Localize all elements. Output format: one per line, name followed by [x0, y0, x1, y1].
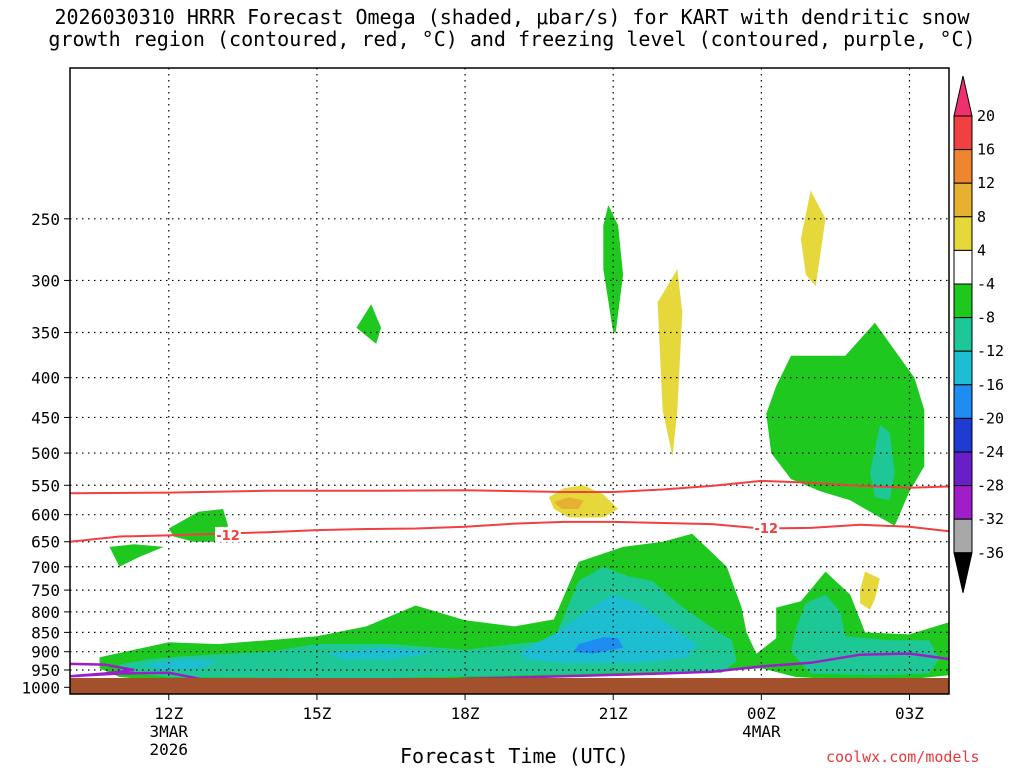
y-tick-label: 250 — [31, 210, 60, 229]
colorbar-swatch — [953, 182, 973, 218]
colorbar-swatch — [953, 350, 973, 386]
omega-region — [657, 269, 683, 457]
colorbar-swatch — [953, 149, 973, 184]
omega-region — [144, 659, 219, 670]
grid — [70, 68, 949, 694]
omega-region — [326, 647, 441, 660]
colorbar-swatch — [953, 384, 973, 419]
colorbar-label: -32 — [977, 510, 1004, 528]
colorbar-label: -8 — [977, 309, 995, 327]
omega-region — [109, 544, 164, 567]
y-tick-label: 600 — [31, 506, 60, 525]
omega-region — [791, 594, 940, 676]
colorbar-label: 16 — [977, 141, 995, 159]
omega-region — [800, 190, 826, 286]
colorbar-label: -36 — [977, 544, 1004, 562]
y-tick-label: 550 — [31, 476, 60, 495]
colorbar-swatch — [953, 283, 973, 319]
colorbar: 20 16 12 8 4 -4 -8 -12 -16 -20 -24 -28 -32 -36 — [953, 75, 1004, 593]
colorbar-label: -28 — [977, 477, 1004, 495]
y-axis: 2503003504004505005506006507007508008509… — [21, 210, 70, 697]
colorbar-label: -12 — [977, 342, 1004, 360]
x-tick-label: 15Z — [302, 704, 331, 723]
credit-link[interactable]: coolwx.com/models — [826, 748, 980, 766]
y-tick-label: 1000 — [21, 678, 60, 697]
x-axis-label: Forecast Time (UTC) — [400, 744, 629, 768]
colorbar-label: 8 — [977, 208, 986, 226]
colorbar-label: -16 — [977, 376, 1004, 394]
omega-shading — [99, 190, 949, 683]
colorbar-bottom-arrow — [953, 552, 973, 593]
x-tick-date: 4MAR — [742, 722, 781, 741]
colorbar-swatch — [953, 451, 973, 487]
x-tick-label: 12Z — [154, 704, 183, 723]
x-tick-label: 18Z — [451, 704, 480, 723]
omega-region — [573, 637, 624, 654]
x-tick-label: 03Z — [895, 704, 924, 723]
plot-frame — [69, 67, 950, 695]
y-tick-label: 400 — [31, 369, 60, 388]
x-tick-date: 3MAR — [149, 722, 188, 741]
omega-region — [766, 322, 925, 526]
x-tick-year: 2026 — [149, 740, 188, 759]
y-tick-label: 800 — [31, 603, 60, 622]
terrain-strip — [70, 678, 949, 694]
colorbar-label: -20 — [977, 409, 1004, 427]
colorbar-swatch — [953, 417, 973, 453]
omega-region — [603, 205, 624, 333]
dgz-upper-contour — [70, 479, 949, 495]
y-tick-label: 500 — [31, 444, 60, 463]
y-tick-label: 700 — [31, 558, 60, 577]
omega-region — [860, 571, 880, 610]
colorbar-swatch — [953, 115, 973, 151]
colorbar-swatch — [953, 485, 973, 520]
y-tick-label: 750 — [31, 581, 60, 600]
colorbar-swatch — [953, 216, 973, 251]
y-tick-label: 850 — [31, 623, 60, 642]
y-tick-label: 300 — [31, 271, 60, 290]
colorbar-label: 20 — [977, 107, 995, 125]
y-tick-label: 650 — [31, 533, 60, 552]
y-tick-label: 450 — [31, 408, 60, 427]
colorbar-swatch — [953, 317, 973, 352]
y-tick-label: 350 — [31, 324, 60, 343]
omega-region — [519, 594, 698, 663]
chart-title: 2026030310 HRRR Forecast Omega (shaded, … — [48, 5, 976, 51]
colorbar-swatch — [953, 518, 973, 554]
x-tick-label: 21Z — [599, 704, 628, 723]
omega-region — [870, 424, 895, 501]
contour-label: -12 — [755, 522, 779, 537]
colorbar-label: 12 — [977, 174, 995, 192]
omega-region — [356, 304, 382, 344]
colorbar-label: -24 — [977, 443, 1004, 461]
colorbar-top-arrow — [953, 75, 973, 117]
contour-label-bg — [753, 519, 780, 535]
colorbar-label: -4 — [977, 275, 995, 293]
y-tick-label: 900 — [31, 643, 60, 662]
contour-label: -12 — [216, 529, 240, 544]
colorbar-label: 4 — [977, 241, 986, 259]
contour-label-bg — [215, 526, 242, 542]
omega-region — [553, 497, 584, 509]
colorbar-swatch — [953, 249, 973, 285]
x-tick-label: 00Z — [747, 704, 776, 723]
omega-region — [549, 485, 619, 518]
y-tick-label: 950 — [31, 661, 60, 680]
